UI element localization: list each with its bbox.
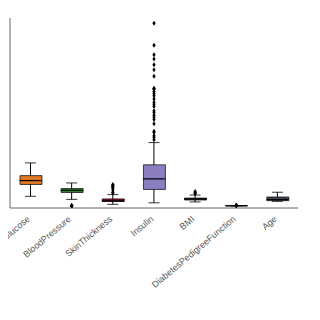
svg-text:BloodPressure: BloodPressure	[21, 213, 73, 260]
svg-text:SkinThickness: SkinThickness	[63, 214, 114, 259]
svg-text:DiabetesPedigreeFunction: DiabetesPedigreeFunction	[150, 214, 238, 290]
svg-text:BMI: BMI	[178, 214, 197, 232]
svg-text:Glucose: Glucose	[8, 214, 32, 243]
svg-text:Age: Age	[260, 214, 279, 232]
svg-text:Insulin: Insulin	[129, 214, 155, 238]
